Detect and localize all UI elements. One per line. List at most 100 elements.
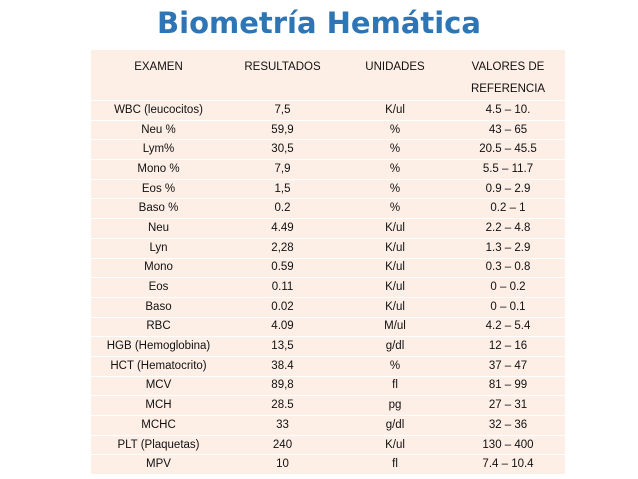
cell-examen: Neu % <box>91 120 226 141</box>
table-row: WBC (leucocitos) 7,5 K/ul 4.5 – 10. <box>91 100 565 121</box>
cell-examen: PLT (Plaquetas) <box>91 435 226 456</box>
cell-referencia: 81 – 99 <box>451 376 565 397</box>
cell-examen: MCHC <box>91 415 226 436</box>
cell-unidad: M/ul <box>339 317 451 338</box>
cell-referencia: 4.2 – 5.4 <box>451 317 565 338</box>
cell-unidad: g/dl <box>339 415 451 436</box>
cell-resultado: 4.49 <box>226 218 339 239</box>
cell-resultado: 0.02 <box>226 297 339 318</box>
cell-referencia: 37 – 47 <box>451 356 565 377</box>
cell-unidad: % <box>339 120 451 141</box>
header-unidades: UNIDADES <box>339 50 451 101</box>
table-row: MCH 28.5 pg 27 – 31 <box>91 395 565 416</box>
page-title: Biometría Hemática <box>157 6 481 40</box>
cell-unidad: % <box>339 159 451 180</box>
cell-resultado: 4.09 <box>226 317 339 338</box>
cell-examen: MCV <box>91 376 226 397</box>
table-row: PLT (Plaquetas) 240 K/ul 130 – 400 <box>91 435 565 456</box>
cell-resultado: 38.4 <box>226 356 339 377</box>
cell-unidad: fl <box>339 454 451 476</box>
cell-unidad: K/ul <box>339 435 451 456</box>
table-row: Baso 0.02 K/ul 0 – 0.1 <box>91 297 565 318</box>
cell-examen: HGB (Hemoglobina) <box>91 336 226 357</box>
cell-resultado: 33 <box>226 415 339 436</box>
header-resultados: RESULTADOS <box>226 50 339 101</box>
table-row: Neu % 59,9% 43 – 65 <box>91 120 565 141</box>
cell-examen: RBC <box>91 317 226 338</box>
table-row: Lym% 30,5% 20.5 – 45.5 <box>91 139 565 161</box>
cell-unidad: pg <box>339 395 451 416</box>
cell-resultado: 28.5 <box>226 395 339 416</box>
cell-referencia: 27 – 31 <box>451 395 565 416</box>
cell-unidad: K/ul <box>339 100 451 121</box>
cell-resultado: 0.2 <box>226 198 339 220</box>
header-examen: EXAMEN <box>91 50 226 101</box>
cell-examen: HCT (Hematocrito) <box>91 356 226 377</box>
cell-examen: MCH <box>91 395 226 416</box>
cell-resultado: 0.11 <box>226 277 339 298</box>
cell-resultado: 89,8 <box>226 376 339 397</box>
table-row: RBC 4.09 M/ul 4.2 – 5.4 <box>91 317 565 338</box>
cell-resultado: 7,9 <box>226 159 339 180</box>
cell-referencia: 7.4 – 10.4 <box>451 454 565 476</box>
cell-referencia: 2.2 – 4.8 <box>451 218 565 239</box>
cell-examen: Eos <box>91 277 226 298</box>
cell-examen: MPV <box>91 454 226 476</box>
cell-referencia: 1.3 – 2.9 <box>451 238 565 259</box>
cell-examen: Eos % <box>91 179 226 200</box>
cell-referencia: 20.5 – 45.5 <box>451 139 565 161</box>
cell-unidad: % <box>339 139 451 161</box>
cell-resultado: 7,5 <box>226 100 339 121</box>
cell-referencia: 12 – 16 <box>451 336 565 357</box>
cell-referencia: 0.9 – 2.9 <box>451 179 565 200</box>
cell-examen: Mono <box>91 258 226 279</box>
cell-referencia: 0.3 – 0.8 <box>451 258 565 279</box>
table-row: MPV 10 fl 7.4 – 10.4 <box>91 454 565 476</box>
cell-unidad: K/ul <box>339 238 451 259</box>
table-header-row: EXAMEN RESULTADOS UNIDADES VALORES DE RE… <box>91 50 565 101</box>
cell-resultado: 240 <box>226 435 339 456</box>
table-row: Mono 0.59 K/ul 0.3 – 0.8 <box>91 258 565 279</box>
cell-unidad: % <box>339 356 451 377</box>
cell-unidad: K/ul <box>339 258 451 279</box>
cell-referencia: 130 – 400 <box>451 435 565 456</box>
table-row: HGB (Hemoglobina) 13,5 g/dl 12 – 16 <box>91 336 565 357</box>
cell-resultado: 2,28 <box>226 238 339 259</box>
cell-unidad: K/ul <box>339 277 451 298</box>
cell-resultado: 10 <box>226 454 339 476</box>
cell-examen: Lyn <box>91 238 226 259</box>
table-row: MCV 89,8 fl 81 – 99 <box>91 376 565 397</box>
table-row: HCT (Hematocrito) 38.4% 37 – 47 <box>91 356 565 377</box>
cell-unidad: fl <box>339 376 451 397</box>
cell-referencia: 32 – 36 <box>451 415 565 436</box>
table-row: Eos % 1,5% 0.9 – 2.9 <box>91 179 565 200</box>
cell-examen: Baso <box>91 297 226 318</box>
cell-referencia: 4.5 – 10. <box>451 100 565 121</box>
table-row: Lyn 2,28 K/ul 1.3 – 2.9 <box>91 238 565 259</box>
cell-unidad: K/ul <box>339 218 451 239</box>
cell-referencia: 5.5 – 11.7 <box>451 159 565 180</box>
cell-referencia: 0 – 0.1 <box>451 297 565 318</box>
cell-unidad: K/ul <box>339 297 451 318</box>
table-row: MCHC 33 g/dl 32 – 36 <box>91 415 565 436</box>
cell-resultado: 1,5 <box>226 179 339 200</box>
cell-examen: Baso % <box>91 198 226 220</box>
cell-examen: Mono % <box>91 159 226 180</box>
table-row: Eos 0.11 K/ul 0 – 0.2 <box>91 277 565 298</box>
cell-referencia: 43 – 65 <box>451 120 565 141</box>
header-valores-referencia: VALORES DE REFERENCIA <box>451 50 565 101</box>
cell-referencia: 0 – 0.2 <box>451 277 565 298</box>
cell-unidad: g/dl <box>339 336 451 357</box>
cell-resultado: 59,9 <box>226 120 339 141</box>
cell-resultado: 0.59 <box>226 258 339 279</box>
cell-unidad: % <box>339 179 451 200</box>
table-row: Mono % 7,9% 5.5 – 11.7 <box>91 159 565 180</box>
table-row: Baso % 0.2% 0.2 – 1 <box>91 198 565 220</box>
cell-examen: Lym% <box>91 139 226 161</box>
results-table: EXAMEN RESULTADOS UNIDADES VALORES DE RE… <box>91 50 565 476</box>
cell-examen: Neu <box>91 218 226 239</box>
cell-referencia: 0.2 – 1 <box>451 198 565 220</box>
table-row: Neu 4.49 K/ul 2.2 – 4.8 <box>91 218 565 239</box>
cell-examen: WBC (leucocitos) <box>91 100 226 121</box>
